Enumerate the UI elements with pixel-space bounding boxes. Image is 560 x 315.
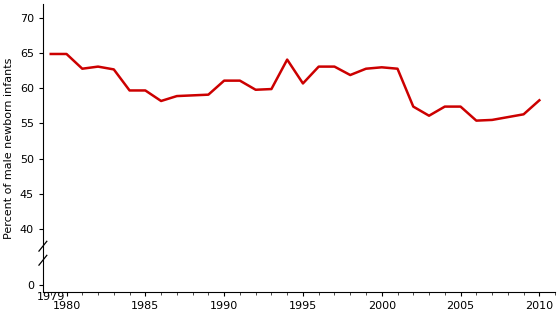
Y-axis label: Percent of male newborn infants: Percent of male newborn infants	[4, 57, 14, 239]
Text: 1979: 1979	[36, 292, 65, 302]
Bar	[35, 239, 54, 274]
